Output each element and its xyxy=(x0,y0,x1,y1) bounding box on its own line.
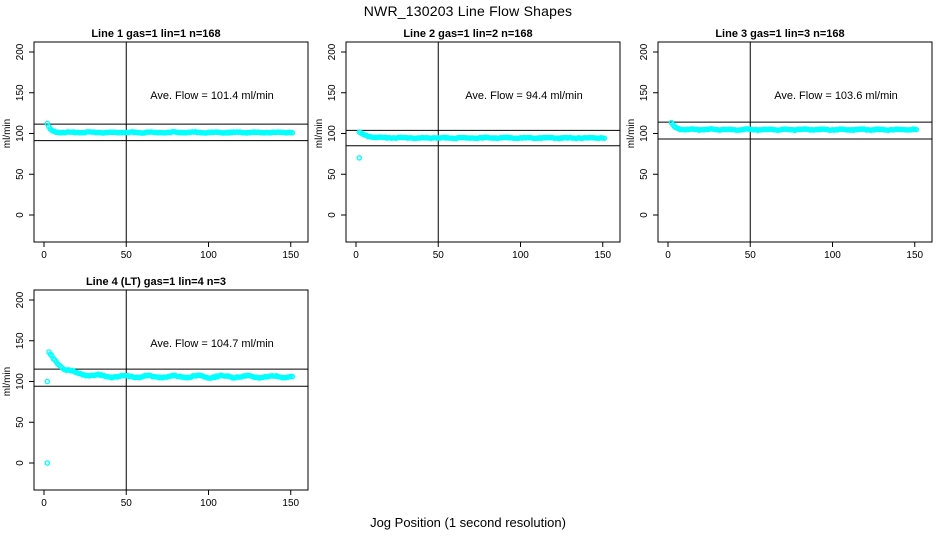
x-tick-label: 50 xyxy=(745,250,757,261)
y-tick-label: 50 xyxy=(327,168,338,180)
y-tick-label: 0 xyxy=(15,212,26,218)
plot-area: 0 50 100 150 0 50 100 150 200 ml/min Ave. Flow = 1… xyxy=(2,289,309,509)
y-tick-label: 200 xyxy=(15,291,26,308)
x-tick-label: 50 xyxy=(121,250,133,261)
x-tick-label: 100 xyxy=(824,250,841,261)
subplot-line-2: Line 2 gas=1 lin=2 n=168 0 50 100 150 0 50 100 1… xyxy=(312,20,624,270)
figure-title: NWR_130203 Line Flow Shapes xyxy=(363,3,573,19)
avg-flow-annotation: Ave. Flow = 103.6 ml/min xyxy=(774,90,898,102)
y-axis-label: ml/min xyxy=(314,119,325,148)
y-tick-label: 0 xyxy=(15,460,26,466)
y-tick-label: 100 xyxy=(15,125,26,142)
y-axis-label: ml/min xyxy=(626,119,637,148)
outlier-point xyxy=(44,378,51,385)
outlier-point xyxy=(44,460,51,466)
y-tick-label: 50 xyxy=(15,168,26,180)
y-tick-label: 150 xyxy=(15,84,26,101)
x-tick-label: 150 xyxy=(906,250,923,261)
outlier-point xyxy=(356,155,363,161)
panel-title: Line 1 gas=1 lin=1 n=168 xyxy=(91,28,221,40)
x-tick-label: 100 xyxy=(200,498,217,509)
avg-flow-annotation: Ave. Flow = 94.4 ml/min xyxy=(465,90,582,102)
panel-title: Line 4 (LT) gas=1 lin=4 n=3 xyxy=(85,276,227,288)
figure-xlabel: Jog Position (1 second resolution) xyxy=(370,515,566,530)
panel-title: Line 3 gas=1 lin=3 n=168 xyxy=(715,28,845,40)
subplot-line-1: Line 1 gas=1 lin=1 n=168 0 50 100 150 0 50 100 1… xyxy=(0,20,312,270)
panel-title: Line 2 gas=1 lin=2 n=168 xyxy=(403,28,533,40)
x-tick-label: 150 xyxy=(282,250,299,261)
y-tick-label: 100 xyxy=(639,125,650,142)
plot-area: 0 50 100 150 0 50 100 150 200 ml/min Ave. Flow = 1… xyxy=(626,41,933,261)
x-tick-label: 0 xyxy=(665,250,671,261)
avg-flow-annotation: Ave. Flow = 101.4 ml/min xyxy=(150,90,274,102)
x-tick-label: 100 xyxy=(512,250,529,261)
y-tick-label: 0 xyxy=(327,212,338,218)
y-tick-label: 150 xyxy=(15,332,26,349)
y-tick-label: 150 xyxy=(639,84,650,101)
y-tick-label: 100 xyxy=(327,125,338,142)
y-tick-label: 200 xyxy=(15,43,26,60)
data-point xyxy=(289,373,296,380)
data-point xyxy=(913,126,920,133)
x-tick-label: 150 xyxy=(282,498,299,509)
y-tick-label: 200 xyxy=(639,43,650,60)
x-tick-label: 150 xyxy=(594,250,611,261)
y-tick-label: 100 xyxy=(15,373,26,390)
plot-box xyxy=(345,41,621,243)
x-tick-label: 0 xyxy=(353,250,359,261)
plot-area: 0 50 100 150 0 50 100 150 200 ml/min Ave. Flow = 1… xyxy=(2,41,309,261)
x-tick-label: 100 xyxy=(200,250,217,261)
y-axis-label: ml/min xyxy=(2,367,13,396)
x-tick-label: 0 xyxy=(41,498,47,509)
y-tick-label: 50 xyxy=(639,168,650,180)
x-tick-label: 50 xyxy=(433,250,445,261)
y-tick-label: 150 xyxy=(327,84,338,101)
subplot-line-4-lt: Line 4 (LT) gas=1 lin=4 n=3 0 50 100 150 0 50 1… xyxy=(0,268,312,518)
plot-box xyxy=(33,289,309,491)
x-tick-label: 0 xyxy=(41,250,47,261)
y-tick-label: 200 xyxy=(327,43,338,60)
plot-area: 0 50 100 150 0 50 100 150 200 ml/min Ave. Flow = 9… xyxy=(314,41,621,261)
x-tick-label: 50 xyxy=(121,498,133,509)
plot-box xyxy=(33,41,309,243)
subplot-line-3: Line 3 gas=1 lin=3 n=168 0 50 100 150 0 50 100 1… xyxy=(624,20,936,270)
data-point xyxy=(601,135,608,141)
y-tick-label: 0 xyxy=(639,212,650,218)
y-axis-label: ml/min xyxy=(2,119,13,148)
data-point xyxy=(289,130,296,136)
avg-flow-annotation: Ave. Flow = 104.7 ml/min xyxy=(150,338,274,350)
plot-box xyxy=(657,41,933,243)
y-tick-label: 50 xyxy=(15,416,26,428)
